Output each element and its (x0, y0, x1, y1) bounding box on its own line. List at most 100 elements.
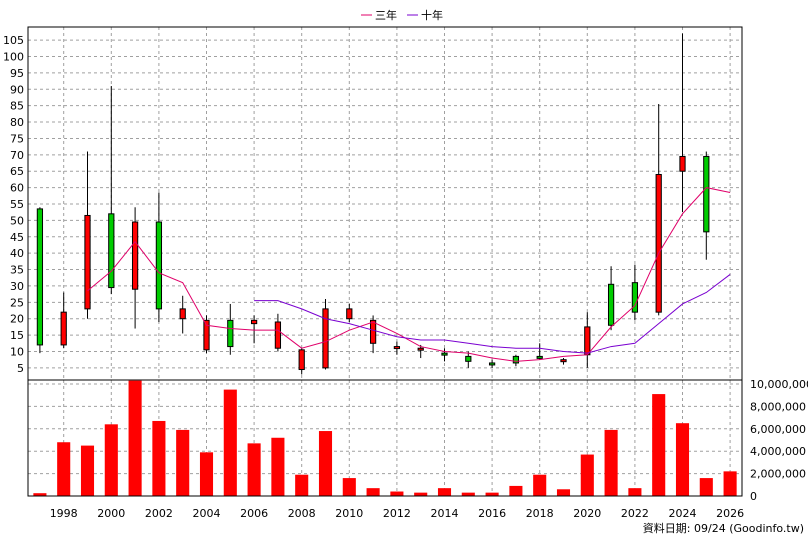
candle-body (512, 355, 520, 364)
volume-bar (318, 431, 333, 496)
candle-body (488, 362, 496, 366)
x-axis-labels: 1998 2000 2002 2004 2006 2008 2010 2012 2014 2016… (50, 507, 744, 520)
price-tick-label: 80 (10, 116, 24, 129)
x-tick-label: 2012 (383, 507, 411, 520)
price-tick-label: 100 (3, 50, 24, 63)
x-tick-label: 2002 (145, 507, 173, 520)
volume-bar (580, 454, 594, 496)
x-tick-label: 2022 (621, 507, 649, 520)
volume-bar (390, 491, 404, 496)
price-tick-label: 95 (10, 67, 24, 80)
x-tick-label: 2014 (431, 507, 459, 520)
x-tick-label: 2010 (335, 507, 363, 520)
plot-frames (27, 26, 743, 497)
price-tick-label: 45 (10, 231, 24, 244)
volume-tick-label: 0 (750, 490, 757, 503)
price-tick-label: 35 (10, 264, 24, 277)
candle-body (36, 208, 44, 346)
candle-body (679, 155, 686, 172)
x-tick-label: 2020 (573, 507, 601, 520)
volume-tick-label: 4,000,000 (750, 445, 806, 458)
x-tick-label: 2024 (669, 507, 697, 520)
volume-bar (723, 471, 737, 496)
candle-body (536, 355, 543, 359)
volume-grid (28, 380, 742, 496)
price-tick-label: 50 (10, 214, 24, 227)
price-tick-label: 10 (10, 345, 24, 358)
candle-body (441, 352, 448, 356)
price-tick-label: 75 (10, 132, 24, 145)
volume-bar (199, 452, 214, 496)
volume-bar (437, 488, 452, 496)
legend-label-3yr: 三年 (375, 8, 397, 22)
volume-bar (652, 394, 666, 496)
x-tick-label: 2008 (288, 507, 316, 520)
volume-bar (604, 429, 618, 496)
candles (36, 33, 710, 375)
price-tick-label: 105 (3, 34, 24, 47)
candle-body (60, 311, 67, 346)
price-tick-label: 20 (10, 313, 24, 326)
volume-bar (628, 488, 642, 496)
candle-body (84, 214, 91, 310)
candle-body (369, 319, 377, 344)
price-tick-label: 65 (10, 165, 24, 178)
candle-body (322, 308, 329, 369)
price-tick-label: 55 (10, 198, 24, 211)
volume-panel-frame (27, 379, 743, 497)
ma-3yr-line (87, 187, 731, 362)
price-tick-label: 40 (10, 247, 24, 260)
candle-body (560, 359, 567, 363)
price-tick-label: 30 (10, 280, 24, 293)
price-tick-label: 5 (17, 362, 24, 375)
candle-body (298, 349, 305, 371)
x-tick-label: 2026 (716, 507, 744, 520)
ma-10yr-line (254, 274, 731, 354)
moving-average-lines (87, 187, 731, 362)
price-axis-labels: 5 10 15 20 25 30 35 40 45 50 55 60 65 70 75 80 85 90 95 100… (3, 34, 24, 375)
candle-body (274, 321, 282, 349)
candle-body (417, 347, 424, 351)
candle-body (584, 326, 591, 356)
price-tick-label: 90 (10, 83, 24, 96)
volume-bar (33, 493, 47, 496)
volume-bar (461, 492, 475, 496)
volume-bar (414, 492, 428, 496)
volume-axis-labels: 0 2,000,000 4,000,000 6,000,000 8,000,000 10,… (750, 378, 808, 503)
volume-bar (80, 445, 95, 496)
candle-body (607, 283, 615, 326)
volume-bar (57, 442, 71, 496)
volume-bar (509, 485, 523, 496)
candle-body (155, 221, 163, 310)
candle-body (465, 355, 472, 362)
volume-bar (152, 420, 166, 496)
price-tick-label: 60 (10, 182, 24, 195)
legend-label-10yr: 十年 (421, 8, 443, 22)
price-tick-label: 15 (10, 329, 24, 342)
volume-bar (271, 437, 285, 496)
volume-bar (104, 424, 118, 496)
x-tick-label: 2018 (526, 507, 554, 520)
volume-bar (485, 492, 499, 496)
volume-bar (675, 423, 690, 496)
volume-bars (33, 380, 737, 496)
legend: 三年 十年 (361, 8, 443, 22)
candle-body (655, 173, 662, 313)
volume-tick-label: 2,000,000 (750, 468, 806, 481)
volume-bar (342, 478, 356, 496)
candle-body (346, 308, 353, 320)
x-tick-label: 2006 (240, 507, 268, 520)
candle-body (131, 221, 139, 290)
candle-body (108, 213, 115, 289)
volume-bar (247, 443, 261, 496)
volume-tick-label: 10,000,000 (750, 378, 808, 391)
volume-bar (556, 489, 571, 496)
price-tick-label: 25 (10, 296, 24, 309)
candle-body (250, 319, 258, 325)
volume-tick-label: 6,000,000 (750, 423, 806, 436)
volume-bar (223, 389, 237, 496)
candle-body (179, 308, 186, 320)
x-tick-label: 2016 (478, 507, 506, 520)
